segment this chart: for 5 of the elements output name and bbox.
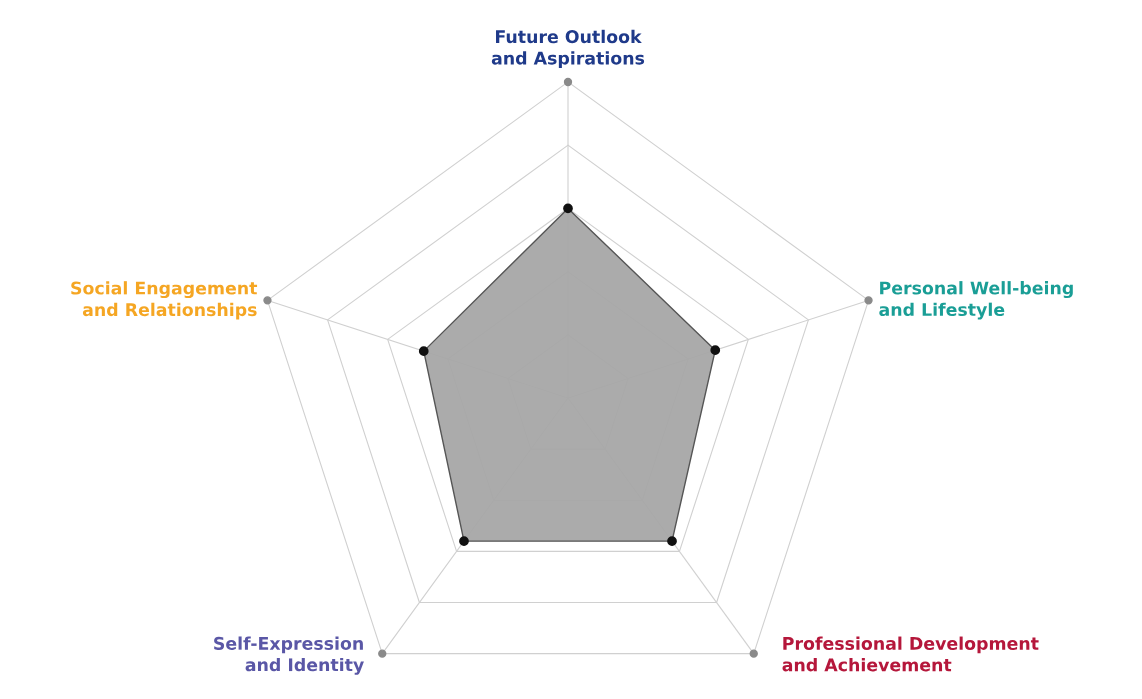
spoke-label: Future Outlook and Aspirations [491,29,645,68]
spoke-label: Social Engagement and Relationships [71,281,258,320]
spoke-label: Professional Development and Achievement [782,636,1039,672]
spoke-label: Self-Expression and Identity [214,636,364,675]
spoke-label: Personal Well-being and Lifestyle [879,281,1073,320]
